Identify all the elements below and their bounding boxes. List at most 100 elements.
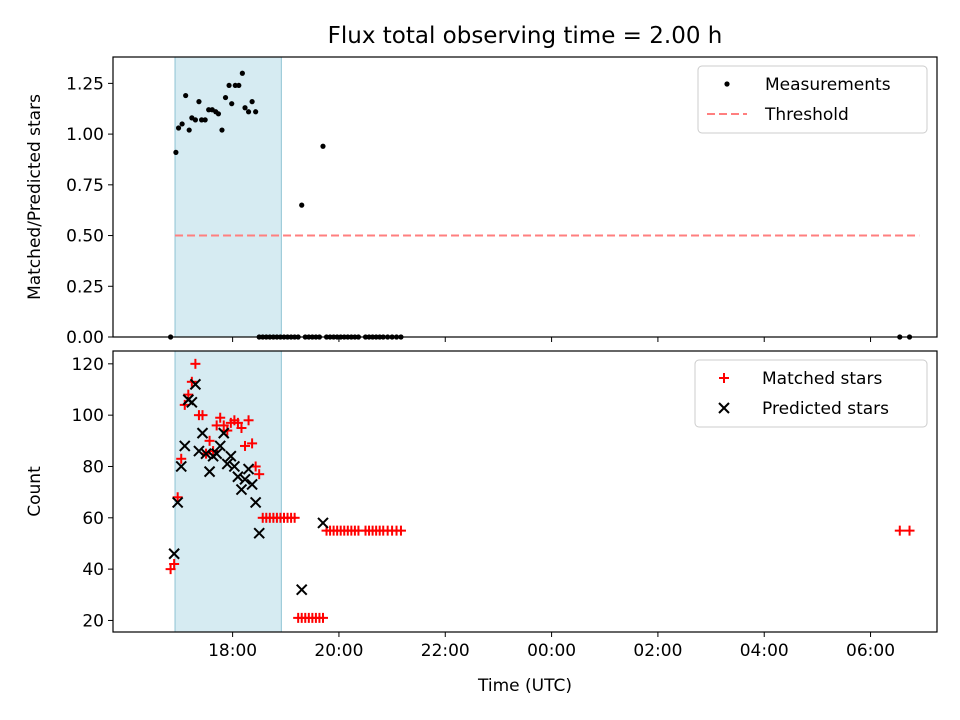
data-point xyxy=(186,127,192,133)
data-point xyxy=(172,492,183,503)
marker-d2 xyxy=(253,527,265,539)
marker-d2 xyxy=(228,460,241,473)
legend-label: Matched stars xyxy=(762,369,882,389)
y-tick-label: 100 xyxy=(72,406,104,426)
data-point xyxy=(253,109,259,115)
data-point xyxy=(173,149,179,155)
y-axis-label: Matched/Predicted stars xyxy=(25,94,45,300)
marker-d2 xyxy=(168,548,180,560)
data-point xyxy=(239,473,251,486)
data-point xyxy=(202,117,208,123)
data-point xyxy=(218,420,229,431)
data-point xyxy=(200,447,212,460)
data-point xyxy=(179,121,185,127)
data-point xyxy=(218,427,230,439)
data-point xyxy=(320,143,326,149)
marker-d2 xyxy=(221,458,234,470)
data-point xyxy=(232,471,244,483)
marker-d2 xyxy=(186,396,198,409)
data-point xyxy=(192,117,198,123)
data-point xyxy=(175,460,187,473)
data-point xyxy=(215,111,222,117)
data-point xyxy=(232,417,243,428)
y-tick-label: 80 xyxy=(82,457,104,477)
data-point xyxy=(222,94,229,101)
x-axis-label: Time (UTC) xyxy=(477,676,572,696)
data-point xyxy=(395,525,406,536)
marker-d2 xyxy=(179,440,191,452)
data-point xyxy=(904,525,915,536)
data-point xyxy=(176,453,187,464)
legend: Measurements Threshold xyxy=(697,65,928,134)
data-point xyxy=(289,512,300,523)
marker-d2 xyxy=(189,378,202,391)
data-point xyxy=(179,440,191,452)
marker-d2 xyxy=(239,473,251,486)
x-tick-label: 02:00 xyxy=(633,641,682,661)
data-point xyxy=(183,92,189,99)
data-point xyxy=(186,396,198,409)
y-tick-label: 0.25 xyxy=(66,277,104,297)
data-point xyxy=(168,548,180,560)
y-tick-label: 120 xyxy=(72,355,104,375)
data-point xyxy=(299,202,305,208)
legend-box xyxy=(697,65,928,134)
y-tick-label: 1.25 xyxy=(66,74,104,94)
legend-entry: Matched stars xyxy=(719,369,882,389)
marker-d2 xyxy=(225,450,237,462)
data-point xyxy=(228,460,241,473)
series-predicted-stars xyxy=(168,378,329,596)
data-point xyxy=(189,378,202,391)
legend-entry: Threshold xyxy=(707,105,849,125)
data-point xyxy=(317,612,328,623)
chart-title: Flux total observing time = 2.00 h xyxy=(328,23,723,49)
x-tick-label: 04:00 xyxy=(740,641,789,661)
data-point xyxy=(254,469,265,480)
data-point xyxy=(296,583,308,596)
marker-d2 xyxy=(196,427,209,439)
marker-d2 xyxy=(214,440,226,452)
data-point xyxy=(169,558,180,569)
marker-d2 xyxy=(317,517,329,529)
x-tick-label: 06:00 xyxy=(846,641,895,661)
data-point xyxy=(165,564,176,575)
legend: Matched stars Predicted stars xyxy=(694,359,928,428)
y-tick-label: 20 xyxy=(82,611,104,631)
data-point xyxy=(219,127,225,133)
data-point xyxy=(196,427,209,439)
marker-d2 xyxy=(242,463,255,475)
data-point xyxy=(197,410,208,421)
legend-marker xyxy=(718,402,730,414)
data-point xyxy=(193,445,205,457)
x-tick-label: 18:00 xyxy=(208,641,257,661)
x-tick-label: 22:00 xyxy=(421,641,470,661)
data-point xyxy=(226,82,232,89)
data-point xyxy=(249,496,262,509)
data-point xyxy=(317,517,329,529)
marker-d2 xyxy=(171,496,184,509)
data-point xyxy=(214,440,226,452)
data-point xyxy=(242,463,255,475)
marker-d2 xyxy=(218,427,230,439)
data-point xyxy=(239,70,245,76)
marker-d2 xyxy=(249,496,262,509)
data-point xyxy=(243,415,254,426)
data-point xyxy=(175,125,182,131)
marker-d2 xyxy=(235,483,248,496)
legend-label: Measurements xyxy=(765,75,891,95)
legend-box xyxy=(694,359,928,428)
data-point xyxy=(190,358,201,369)
legend-label: Threshold xyxy=(764,105,849,125)
y-tick-label: 1.00 xyxy=(66,125,104,145)
data-point xyxy=(253,527,265,539)
y-axis-label: Count xyxy=(25,466,45,517)
data-point xyxy=(171,496,184,509)
data-point xyxy=(894,525,905,536)
top-panel: 0.00 0.25 0.50 0.75 1.00 1.25 Matched/Predicte… xyxy=(25,56,938,348)
y-tick-label: 60 xyxy=(82,509,104,529)
marker-d2 xyxy=(200,447,212,460)
data-point xyxy=(221,458,234,470)
x-tick-label: 20:00 xyxy=(314,641,363,661)
legend-marker xyxy=(724,81,730,87)
data-point xyxy=(249,99,255,105)
